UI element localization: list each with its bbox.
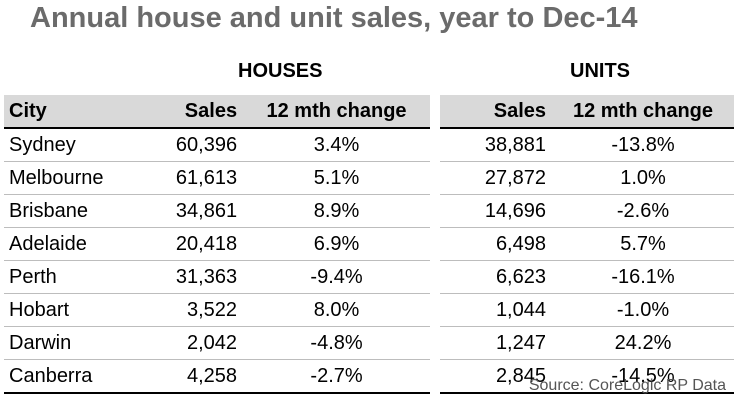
units-table-body: 38,881 -13.8% 27,872 1.0% 14,696 -2.6% 6,498 5.…	[440, 128, 734, 394]
unit-change-cell: 5.7%	[552, 227, 734, 261]
table-row: Sydney 60,396 3.4%	[4, 128, 430, 162]
table-row: 1,044 -1.0%	[440, 293, 734, 327]
unit-sales-cell: 27,872	[440, 161, 552, 195]
table-row: 1,247 24.2%	[440, 326, 734, 360]
house-change-cell: -4.8%	[243, 326, 430, 360]
table-row: Perth 31,363 -9.4%	[4, 260, 430, 294]
city-cell: Perth	[4, 260, 137, 294]
city-cell: Darwin	[4, 326, 137, 360]
table-row: 6,498 5.7%	[440, 227, 734, 261]
city-cell: Sydney	[4, 128, 137, 162]
table-row: Canberra 4,258 -2.7%	[4, 359, 430, 394]
unit-change-cell: -1.0%	[552, 293, 734, 327]
unit-sales-cell: 6,623	[440, 260, 552, 294]
table-row: Darwin 2,042 -4.8%	[4, 326, 430, 360]
house-change-cell: 3.4%	[243, 128, 430, 162]
house-change-cell: 5.1%	[243, 161, 430, 195]
chart-title: Annual house and unit sales, year to Dec…	[30, 2, 638, 34]
city-cell: Hobart	[4, 293, 137, 327]
houses-group-heading: HOUSES	[238, 60, 323, 82]
city-cell: Melbourne	[4, 161, 137, 195]
house-sales-column-header: Sales	[136, 95, 244, 129]
unit-change-cell: -14.5%	[552, 359, 734, 394]
house-change-cell: 8.9%	[243, 194, 430, 228]
units-group-heading: UNITS	[570, 60, 630, 82]
table-row: 2,845 -14.5%	[440, 359, 734, 394]
house-sales-cell: 34,861	[136, 194, 244, 228]
house-change-cell: 6.9%	[243, 227, 430, 261]
house-sales-cell: 60,396	[136, 128, 244, 162]
unit-change-column-header: 12 mth change	[552, 95, 734, 129]
houses-table-body: Sydney 60,396 3.4% Melbourne 61,613 5.1% Brisb…	[4, 128, 430, 394]
unit-sales-column-header: Sales	[440, 95, 552, 129]
unit-sales-cell: 1,044	[440, 293, 552, 327]
unit-change-cell: 1.0%	[552, 161, 734, 195]
unit-sales-cell: 6,498	[440, 227, 552, 261]
house-sales-cell: 3,522	[136, 293, 244, 327]
table-row: Brisbane 34,861 8.9%	[4, 194, 430, 228]
source-note: Source: CoreLogic RP Data	[528, 377, 726, 394]
unit-sales-cell: 14,696	[440, 194, 552, 228]
city-column-header: City	[4, 95, 137, 129]
table-row: 6,623 -16.1%	[440, 260, 734, 294]
table-row: 27,872 1.0%	[440, 161, 734, 195]
units-header-row: Sales 12 mth change	[440, 95, 734, 129]
house-change-cell: -9.4%	[243, 260, 430, 294]
house-change-cell: -2.7%	[243, 359, 430, 394]
unit-sales-cell: 38,881	[440, 128, 552, 162]
house-change-cell: 8.0%	[243, 293, 430, 327]
unit-change-cell: -13.8%	[552, 128, 734, 162]
houses-table: City Sales 12 mth change Sydney 60,396 3.4…	[4, 95, 430, 394]
house-sales-cell: 31,363	[136, 260, 244, 294]
city-cell: Canberra	[4, 359, 137, 394]
unit-sales-cell: 1,247	[440, 326, 552, 360]
units-table: Sales 12 mth change 38,881 -13.8% 27,872 1.…	[440, 95, 734, 394]
house-sales-cell: 4,258	[136, 359, 244, 394]
unit-sales-cell: 2,845	[440, 359, 552, 394]
house-sales-cell: 2,042	[136, 326, 244, 360]
table-row: Hobart 3,522 8.0%	[4, 293, 430, 327]
unit-change-cell: -2.6%	[552, 194, 734, 228]
unit-change-cell: -16.1%	[552, 260, 734, 294]
table-row: Melbourne 61,613 5.1%	[4, 161, 430, 195]
table-row: Adelaide 20,418 6.9%	[4, 227, 430, 261]
house-sales-cell: 61,613	[136, 161, 244, 195]
houses-header-row: City Sales 12 mth change	[4, 95, 430, 129]
house-sales-cell: 20,418	[136, 227, 244, 261]
city-cell: Adelaide	[4, 227, 137, 261]
city-cell: Brisbane	[4, 194, 137, 228]
table-row: 38,881 -13.8%	[440, 128, 734, 162]
table-row: 14,696 -2.6%	[440, 194, 734, 228]
house-change-column-header: 12 mth change	[243, 95, 430, 129]
unit-change-cell: 24.2%	[552, 326, 734, 360]
